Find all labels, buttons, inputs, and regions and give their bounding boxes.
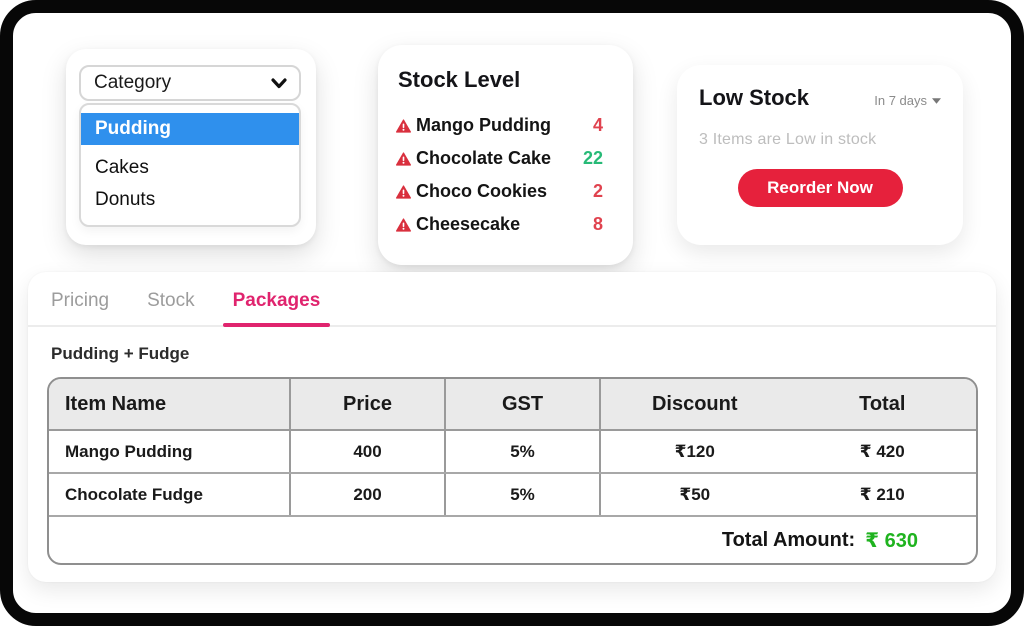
period-dropdown[interactable]: In 7 days [874, 93, 941, 108]
chevron-down-icon [271, 77, 287, 89]
pricing-panel: Pricing Stock Packages Pudding + Fudge I… [28, 272, 996, 582]
header-discount: Discount [651, 392, 738, 415]
cell-discount: ₹120 [674, 441, 715, 461]
stock-item-name: Chocolate Cake [416, 148, 552, 168]
cell-item-name: Mango Pudding [49, 431, 291, 472]
dashboard-canvas: Category Pudding Cakes Donuts Stock Leve… [13, 13, 1011, 613]
stock-item-qty: 4 [592, 115, 603, 135]
cell-discount: ₹50 [679, 484, 711, 504]
tab-packages[interactable]: Packages [222, 290, 330, 327]
total-amount-label: Total Amount: [721, 528, 856, 551]
table-row: Chocolate Fudge 200 5% ₹50 ₹ 210 [49, 474, 976, 517]
header-total: Total [859, 392, 906, 415]
stock-item: Mango Pudding 4 [396, 109, 617, 142]
category-option-donuts[interactable]: Donuts [95, 189, 156, 210]
stock-item-name: Mango Pudding [416, 115, 551, 135]
stock-item-name: Choco Cookies [416, 181, 548, 201]
stock-item-qty: 8 [592, 214, 603, 234]
low-stock-message: 3 Items are Low in stock [699, 131, 877, 148]
stock-item-name: Cheesecake [416, 214, 521, 234]
cell-price: 200 [291, 474, 446, 515]
header-item-name: Item Name [49, 379, 291, 429]
category-option-cakes[interactable]: Cakes [95, 157, 149, 178]
stock-item-qty: 22 [582, 148, 603, 168]
reorder-now-button[interactable]: Reorder Now [737, 169, 903, 207]
table-row: Mango Pudding 400 5% ₹120 ₹ 420 [49, 431, 976, 474]
stock-item-qty: 2 [592, 181, 603, 201]
warning-icon [396, 184, 411, 199]
stock-level-card: Stock Level Mango Pudding 4 Chocolate Ca… [378, 45, 633, 265]
cell-gst: 5% [446, 474, 601, 515]
header-price: Price [291, 379, 446, 429]
stock-level-title: Stock Level [398, 67, 521, 92]
cell-total: ₹ 420 [859, 441, 905, 461]
cell-gst: 5% [446, 431, 601, 472]
total-row: Total Amount: ₹ 630 [49, 517, 976, 563]
cell-total: ₹ 210 [859, 484, 905, 504]
header-discount-total: Discount Total [601, 379, 976, 429]
total-amount-value: ₹ 630 [865, 529, 918, 552]
package-table: Item Name Price GST Discount Total Mango… [47, 377, 978, 565]
cell-price: 400 [291, 431, 446, 472]
category-select[interactable]: Category [79, 65, 301, 101]
warning-icon [396, 118, 411, 133]
table-header-row: Item Name Price GST Discount Total [49, 379, 976, 431]
stock-item: Chocolate Cake 22 [396, 142, 617, 175]
tab-stock[interactable]: Stock [147, 290, 195, 311]
category-option-list: Pudding Cakes Donuts [79, 103, 301, 227]
cell-discount-total: ₹120 ₹ 420 [601, 431, 976, 472]
cell-item-name: Chocolate Fudge [49, 474, 291, 515]
cell-discount-total: ₹50 ₹ 210 [601, 474, 976, 515]
category-option-pudding[interactable]: Pudding [81, 113, 299, 145]
warning-icon [396, 217, 411, 232]
category-select-label: Category [94, 72, 172, 93]
stock-item: Choco Cookies 2 [396, 175, 617, 208]
period-label: In 7 days [874, 93, 927, 108]
tab-bar: Pricing Stock Packages [28, 272, 996, 327]
low-stock-card: Low Stock In 7 days 3 Items are Low in s… [677, 65, 963, 245]
warning-icon [396, 151, 411, 166]
caret-down-icon [932, 97, 941, 104]
category-card: Category Pudding Cakes Donuts [66, 49, 316, 245]
stock-item: Cheesecake 8 [396, 208, 617, 241]
package-title: Pudding + Fudge [51, 344, 190, 363]
low-stock-title: Low Stock [699, 85, 810, 110]
header-gst: GST [446, 379, 601, 429]
tab-pricing[interactable]: Pricing [51, 290, 110, 311]
